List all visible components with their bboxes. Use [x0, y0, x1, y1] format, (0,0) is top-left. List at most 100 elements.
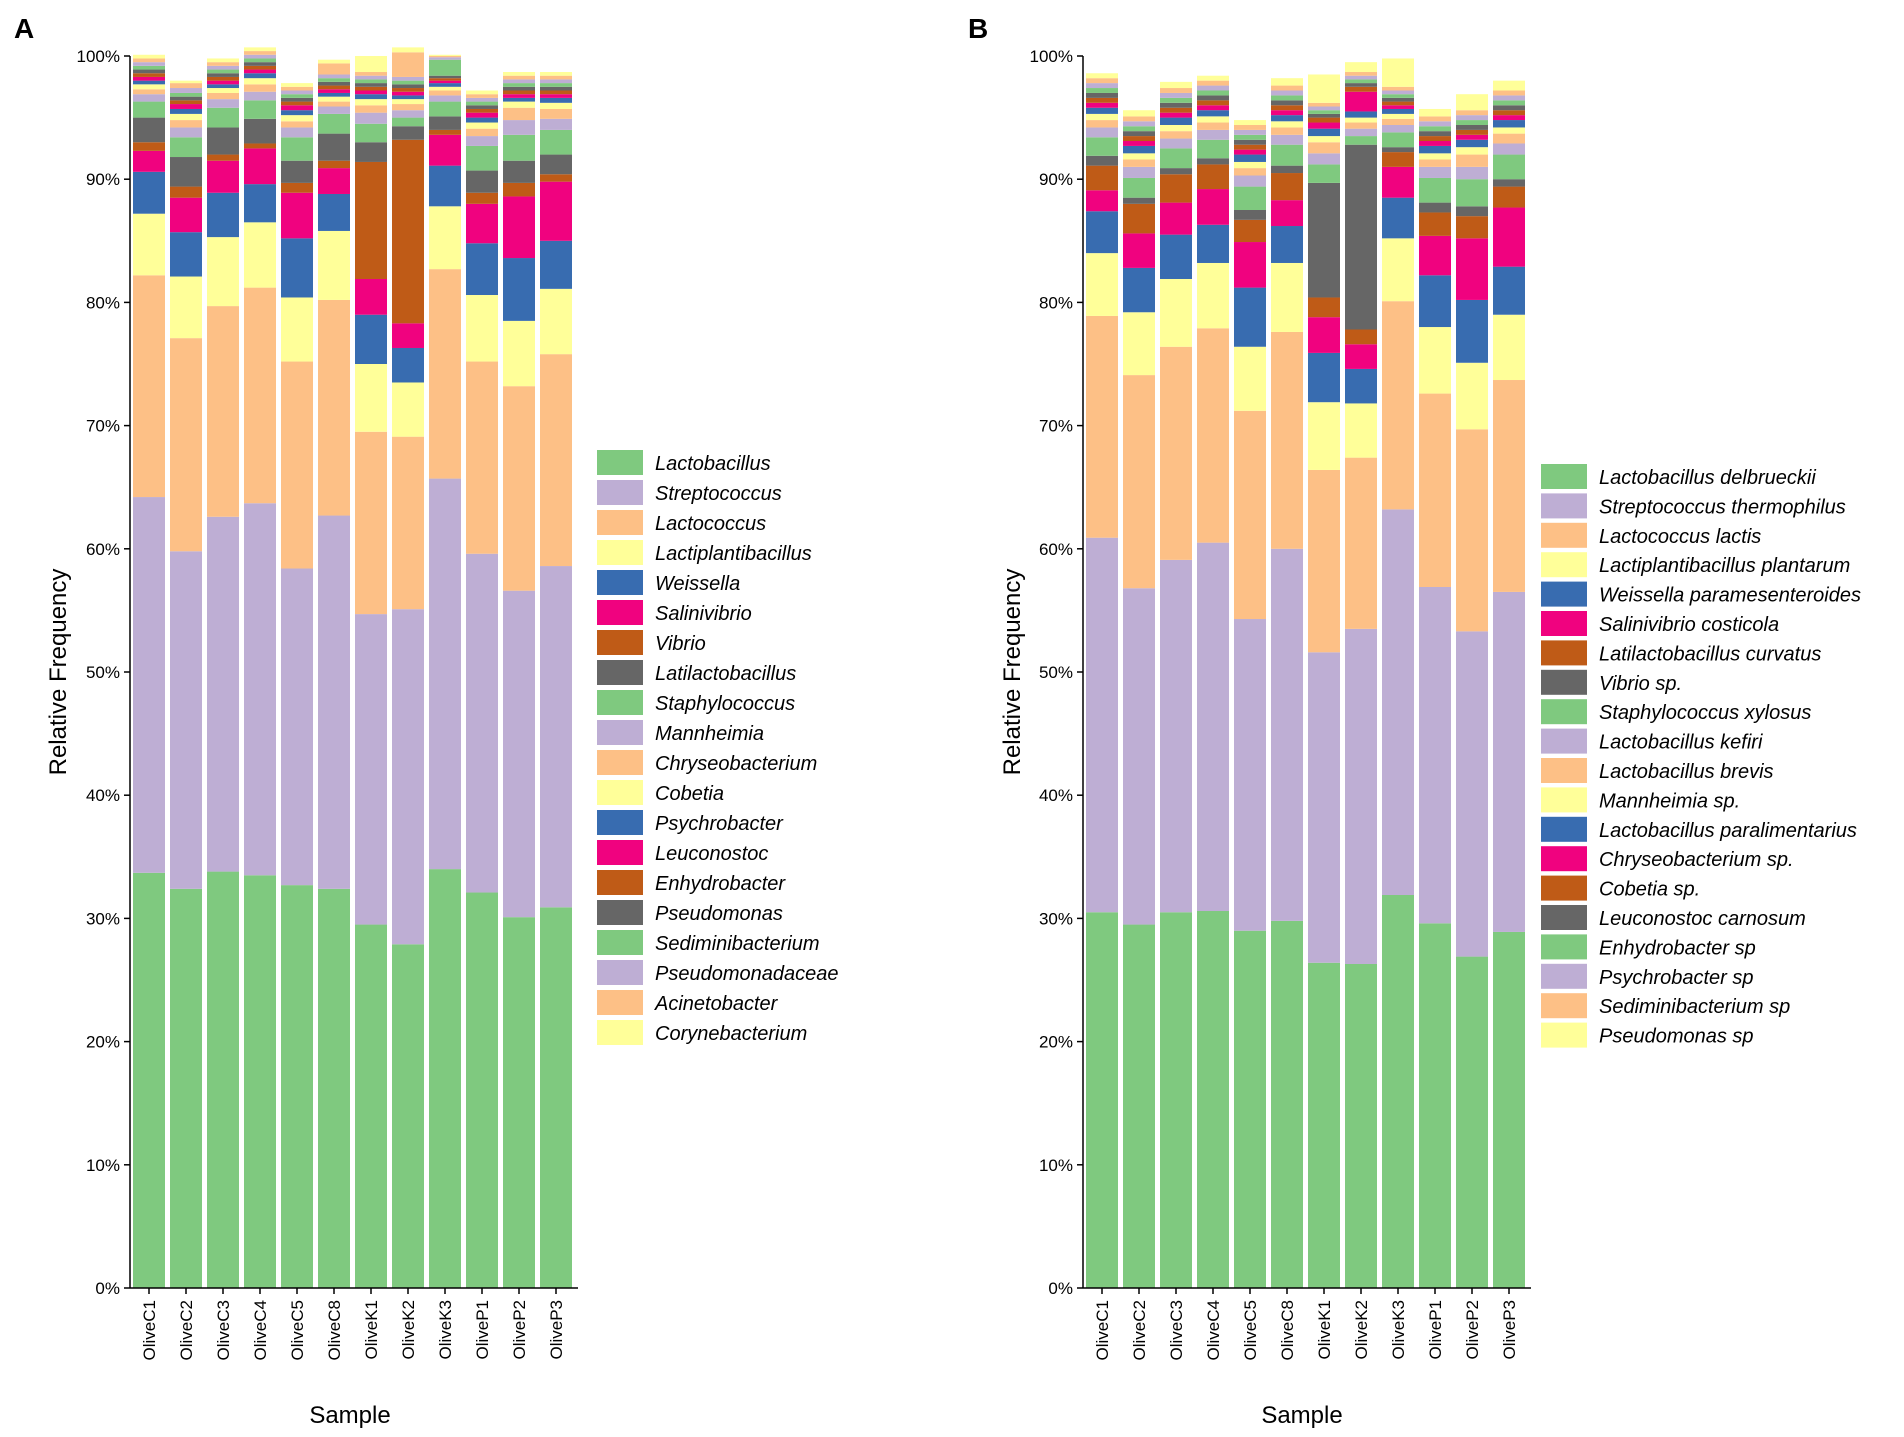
- panel-b-bar-OliveP2-cobetia-sp-: [1456, 129, 1488, 135]
- panel-b-bar-OliveK3-vibrio-sp-: [1382, 147, 1414, 153]
- panel-b-bar-OliveP1-latilactobacillus-curvatus: [1419, 212, 1451, 236]
- panel-a-bar-OliveC3-acinetobacter: [207, 62, 239, 66]
- panel-a-bar-OliveP1-pseudomonas: [466, 105, 498, 109]
- panel-a-bar-OliveC5-corynebacterium: [281, 83, 313, 87]
- panel-b-legend-swatch: [1541, 1022, 1587, 1048]
- panel-b-legend-item: Lactobacillus brevis: [1541, 758, 1774, 783]
- panel-b-bar-OliveC4-latilactobacillus-curvatus: [1197, 164, 1229, 190]
- panel-b-bar-OliveK2-pseudomonas-sp: [1345, 62, 1377, 73]
- panel-b-x-tick-label: OliveC3: [1167, 1300, 1186, 1360]
- panel-b-bar-OliveC3-salinivibrio-costicola: [1160, 202, 1192, 235]
- panel-b-bar-OliveP1-mannheimia-sp-: [1419, 153, 1451, 160]
- panel-a-legend: Lactobacillus Streptococcus Lactococcus Lac…: [597, 450, 838, 1045]
- panel-b-bar-OliveK3-weissella-paramesenteroides: [1382, 197, 1414, 239]
- panel-b-legend-label: Streptococcus thermophilus: [1599, 496, 1846, 518]
- panel-b-y-tick-label: 90%: [1039, 170, 1073, 189]
- panel-a-bar-OliveC8-mannheimia: [318, 106, 350, 114]
- panel-a-bar-OliveC4-pseudomonas: [244, 62, 276, 66]
- panel-a-legend-swatch: [597, 900, 643, 925]
- panel-b-legend-label: Salinivibrio costicola: [1599, 614, 1779, 636]
- panel-b-x-tick-label: OliveC5: [1241, 1300, 1260, 1360]
- panel-b-bar-OliveK2-mannheimia-sp-: [1345, 117, 1377, 123]
- panel-b-bar-OliveP2-lactobacillus-brevis: [1456, 154, 1488, 167]
- panel-a-bar-OliveC5-staphylococcus: [281, 137, 313, 161]
- panel-b-bar-OliveC8-salinivibrio-costicola: [1271, 200, 1303, 227]
- panel-b-bar-OliveC8-lactobacillus-paralimentarius: [1271, 115, 1303, 122]
- panel-b-bar-OliveC2-lactiplantibacillus-plantarum: [1123, 312, 1155, 376]
- panel-a-legend-item: Pseudomonas: [597, 900, 783, 925]
- panel-a-bar-OliveC8-leuconostoc: [318, 89, 350, 93]
- panel-b-bar-OliveC8-leuconostoc-carnosum: [1271, 100, 1303, 106]
- panel-a: A 0% 10% 20% 30% 40% 50% 60% 70% 80% 90% 100% OliveC…: [14, 13, 838, 1429]
- panel-a-y-tick-label: 50%: [86, 663, 120, 682]
- panel-b-bar-OliveK1-sediminibacterium-sp: [1308, 102, 1340, 107]
- panel-a-x-tick-label: OliveP3: [547, 1300, 566, 1360]
- panel-b-bar-OliveP1-chryseobacterium-sp-: [1419, 141, 1451, 146]
- panel-a-x-tick-label: OliveC5: [288, 1300, 307, 1360]
- panel-b-legend-item: Streptococcus thermophilus: [1541, 493, 1846, 519]
- panel-a-legend-swatch: [597, 540, 643, 565]
- panel-a-bar-OliveC4-salinivibrio: [244, 148, 276, 185]
- panel-a-bar-OliveK2-latilactobacillus: [392, 126, 424, 140]
- panel-a-bar-OliveK1-pseudomonas: [355, 83, 387, 87]
- panel-b-y-tick-label: 100%: [1030, 47, 1073, 66]
- panel-a-bar-OliveC3-vibrio: [207, 154, 239, 161]
- panel-a-bar-OliveK1-streptococcus: [355, 614, 387, 925]
- panel-a-bar-OliveC2-staphylococcus: [170, 137, 202, 158]
- panel-b-bar-OliveK3-salinivibrio-costicola: [1382, 166, 1414, 198]
- panel-a-bar-OliveK1-psychrobacter: [355, 94, 387, 100]
- panel-a-bar-OliveC2-cobetia: [170, 113, 202, 121]
- panel-b-bar-OliveP2-lactiplantibacillus-plantarum: [1456, 362, 1488, 430]
- panel-b-legend-item: Lactobacillus paralimentarius: [1541, 816, 1857, 842]
- panel-b-bar-OliveK3-cobetia-sp-: [1382, 101, 1414, 106]
- panel-a-bar-OliveC2-salinivibrio: [170, 197, 202, 233]
- panel-a-bar-OliveC2-lactiplantibacillus: [170, 276, 202, 339]
- panel-a-bar-OliveP2-corynebacterium: [503, 72, 535, 76]
- panel-b-bar-OliveP3-staphylococcus-xylosus: [1493, 154, 1525, 180]
- panel-a-bar-OliveC1-sediminibacterium: [133, 65, 165, 70]
- panel-a-legend-label: Acinetobacter: [654, 993, 779, 1015]
- panel-b-bar-OliveC1-lactobacillus-delbrueckii: [1086, 912, 1118, 1288]
- panel-b-bar-OliveC3-leuconostoc-carnosum: [1160, 102, 1192, 108]
- panel-b-bar-OliveK1-lactococcus-lactis: [1308, 469, 1340, 653]
- panel-a-bar-OliveC1-leuconostoc: [133, 76, 165, 81]
- panel-b-bar-OliveK1-lactobacillus-kefiri: [1308, 153, 1340, 165]
- panel-b-bar-OliveK2-cobetia-sp-: [1345, 86, 1377, 92]
- panel-a-bar-OliveC1-cobetia: [133, 84, 165, 90]
- panel-a-legend-item: Salinivibrio: [597, 600, 752, 625]
- panel-a-bar-OliveP3-pseudomonas: [540, 86, 572, 91]
- panel-b-bar-OliveC5-latilactobacillus-curvatus: [1234, 219, 1266, 243]
- panel-a-bar-OliveC1-vibrio: [133, 142, 165, 151]
- panel-a-bar-OliveP2-mannheimia: [503, 120, 535, 135]
- panel-a-bar-OliveC2-chryseobacterium: [170, 120, 202, 128]
- panel-b-bar-OliveK1-chryseobacterium-sp-: [1308, 122, 1340, 129]
- panel-b-bar-OliveP1-lactobacillus-kefiri: [1419, 166, 1451, 178]
- panel-b-bar-OliveC2-salinivibrio-costicola: [1123, 233, 1155, 268]
- panel-a-bar-OliveC3-mannheimia: [207, 99, 239, 108]
- panel-b-bar-OliveP2-latilactobacillus-curvatus: [1456, 216, 1488, 239]
- panel-a-bar-OliveP3-sediminibacterium: [540, 83, 572, 87]
- panel-a-bar-OliveK1-leuconostoc: [355, 90, 387, 95]
- panel-b-bar-OliveC1-lactococcus-lactis: [1086, 315, 1118, 538]
- panel-a-legend-label: Staphylococcus: [655, 693, 795, 715]
- panel-a-legend-swatch: [597, 870, 643, 895]
- panel-b-bar-OliveK2-lactobacillus-paralimentarius: [1345, 111, 1377, 118]
- panel-a-bar-OliveC3-leuconostoc: [207, 80, 239, 85]
- panel-b-bar-OliveK2-chryseobacterium-sp-: [1345, 91, 1377, 112]
- panel-b-bar-OliveK1-streptococcus-thermophilus: [1308, 652, 1340, 963]
- panel-a-bar-OliveP3-chryseobacterium: [540, 108, 572, 119]
- panel-b-bar-OliveC3-lactococcus-lactis: [1160, 346, 1192, 560]
- panel-b-legend-swatch: [1541, 846, 1587, 872]
- panel-b-y-tick-label: 40%: [1039, 786, 1073, 805]
- panel-b-bar-OliveC8-pseudomonas-sp: [1271, 78, 1303, 86]
- panel-b-legend-swatch: [1541, 464, 1587, 489]
- panel-b-bar-OliveC1-lactiplantibacillus-plantarum: [1086, 253, 1118, 316]
- panel-a-bar-OliveK3-lactiplantibacillus: [429, 206, 461, 270]
- panel-a-legend-item: Lactococcus: [597, 510, 766, 535]
- panel-a-legend-swatch: [597, 600, 643, 625]
- panel-b-bar-OliveC5-enhydrobacter-sp: [1234, 134, 1266, 140]
- panel-b-bar-OliveC2-pseudomonas-sp: [1123, 110, 1155, 117]
- panel-b-bar-OliveC4-streptococcus-thermophilus: [1197, 542, 1229, 912]
- panel-a-bar-OliveP1-salinivibrio: [466, 203, 498, 244]
- panel-a-legend-label: Lactiplantibacillus: [655, 543, 812, 565]
